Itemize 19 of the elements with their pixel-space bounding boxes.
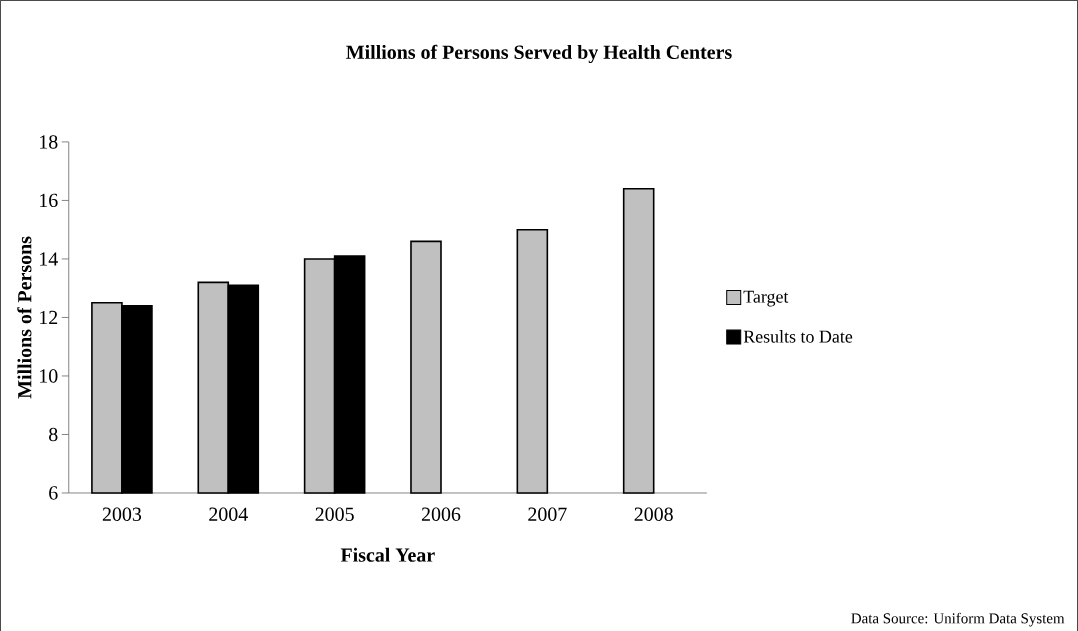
x-tick-label: 2008 <box>634 507 673 521</box>
y-tick-label: 18 <box>40 134 58 149</box>
chart-title: Millions of Persons Served by Health Centers <box>346 44 732 63</box>
x-tick-label: 2003 <box>102 507 142 521</box>
y-tick-label: 10 <box>40 369 58 383</box>
y-tick-label: 16 <box>40 193 58 207</box>
y-tick-label: 8 <box>49 427 58 441</box>
y-tick-label: 14 <box>40 252 58 266</box>
legend-label: Target <box>743 290 789 307</box>
x-tick-label: 2005 <box>315 507 354 521</box>
x-tick-label: 2006 <box>421 507 461 521</box>
x-axis-title: Fiscal Year <box>340 547 435 562</box>
legend-label: Results to Date <box>743 329 853 343</box>
y-tick-label: 6 <box>49 486 58 500</box>
y-tick-label: 12 <box>40 310 58 324</box>
source-note: Data Source: Uniform Data System <box>851 612 1065 627</box>
x-tick-label: 2004 <box>209 507 248 521</box>
x-tick-label: 2007 <box>528 507 567 521</box>
y-axis-title: Millions of Persons <box>17 236 32 399</box>
